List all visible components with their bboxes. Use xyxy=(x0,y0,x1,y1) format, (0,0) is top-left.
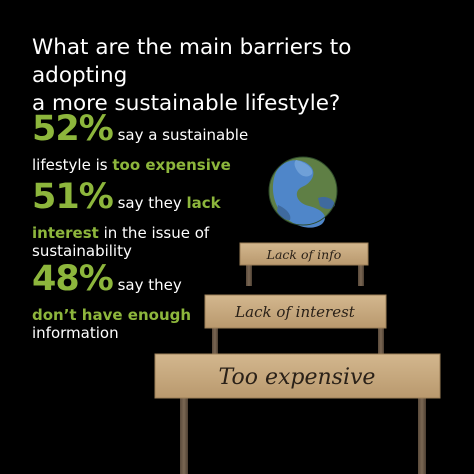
stat-text: say they xyxy=(117,276,182,294)
stat-text: sustainability xyxy=(32,242,132,260)
title-line-1: What are the main barriers to adopting xyxy=(32,35,352,88)
sign-label: Too expensive xyxy=(219,365,376,390)
stat-percent: 52% xyxy=(32,109,114,149)
sign-post xyxy=(418,396,426,474)
stat-text: say a sustainable xyxy=(117,126,249,144)
page-title: What are the main barriers to adopting a… xyxy=(32,34,452,118)
sign-post xyxy=(358,262,364,286)
stat-lack-interest: 51% say they lack interest in the issue … xyxy=(32,180,221,261)
sign-too-expensive: Too expensive xyxy=(154,353,441,399)
stat-text: lifestyle is xyxy=(32,156,113,174)
stat-percent: 51% xyxy=(32,177,114,217)
stat-text: in the issue of xyxy=(98,224,210,242)
stat-too-expensive: 52% say a sustainable lifestyle is too e… xyxy=(32,112,249,175)
stat-highlight: lack xyxy=(186,194,221,212)
sign-label: Lack of info xyxy=(266,247,342,262)
sign-lack-of-info: Lack of info xyxy=(239,242,369,266)
title-line-2: a more sustainable lifestyle? xyxy=(32,91,341,116)
sign-lack-of-interest: Lack of interest xyxy=(204,294,387,329)
sign-post xyxy=(180,396,188,474)
stat-text: say they xyxy=(117,194,187,212)
stat-not-enough-info: 48% say they don’t have enough informati… xyxy=(32,262,192,343)
stat-text: information xyxy=(32,324,119,342)
earth-globe-icon xyxy=(268,156,338,228)
stat-percent: 48% xyxy=(32,259,114,299)
stat-highlight: interest xyxy=(32,224,99,242)
sign-post xyxy=(378,326,384,358)
sign-label: Lack of interest xyxy=(234,303,356,321)
sign-post xyxy=(212,326,218,358)
sign-post xyxy=(246,262,252,286)
stat-highlight: too expensive xyxy=(112,156,231,174)
stat-highlight: don’t have enough xyxy=(32,306,192,324)
